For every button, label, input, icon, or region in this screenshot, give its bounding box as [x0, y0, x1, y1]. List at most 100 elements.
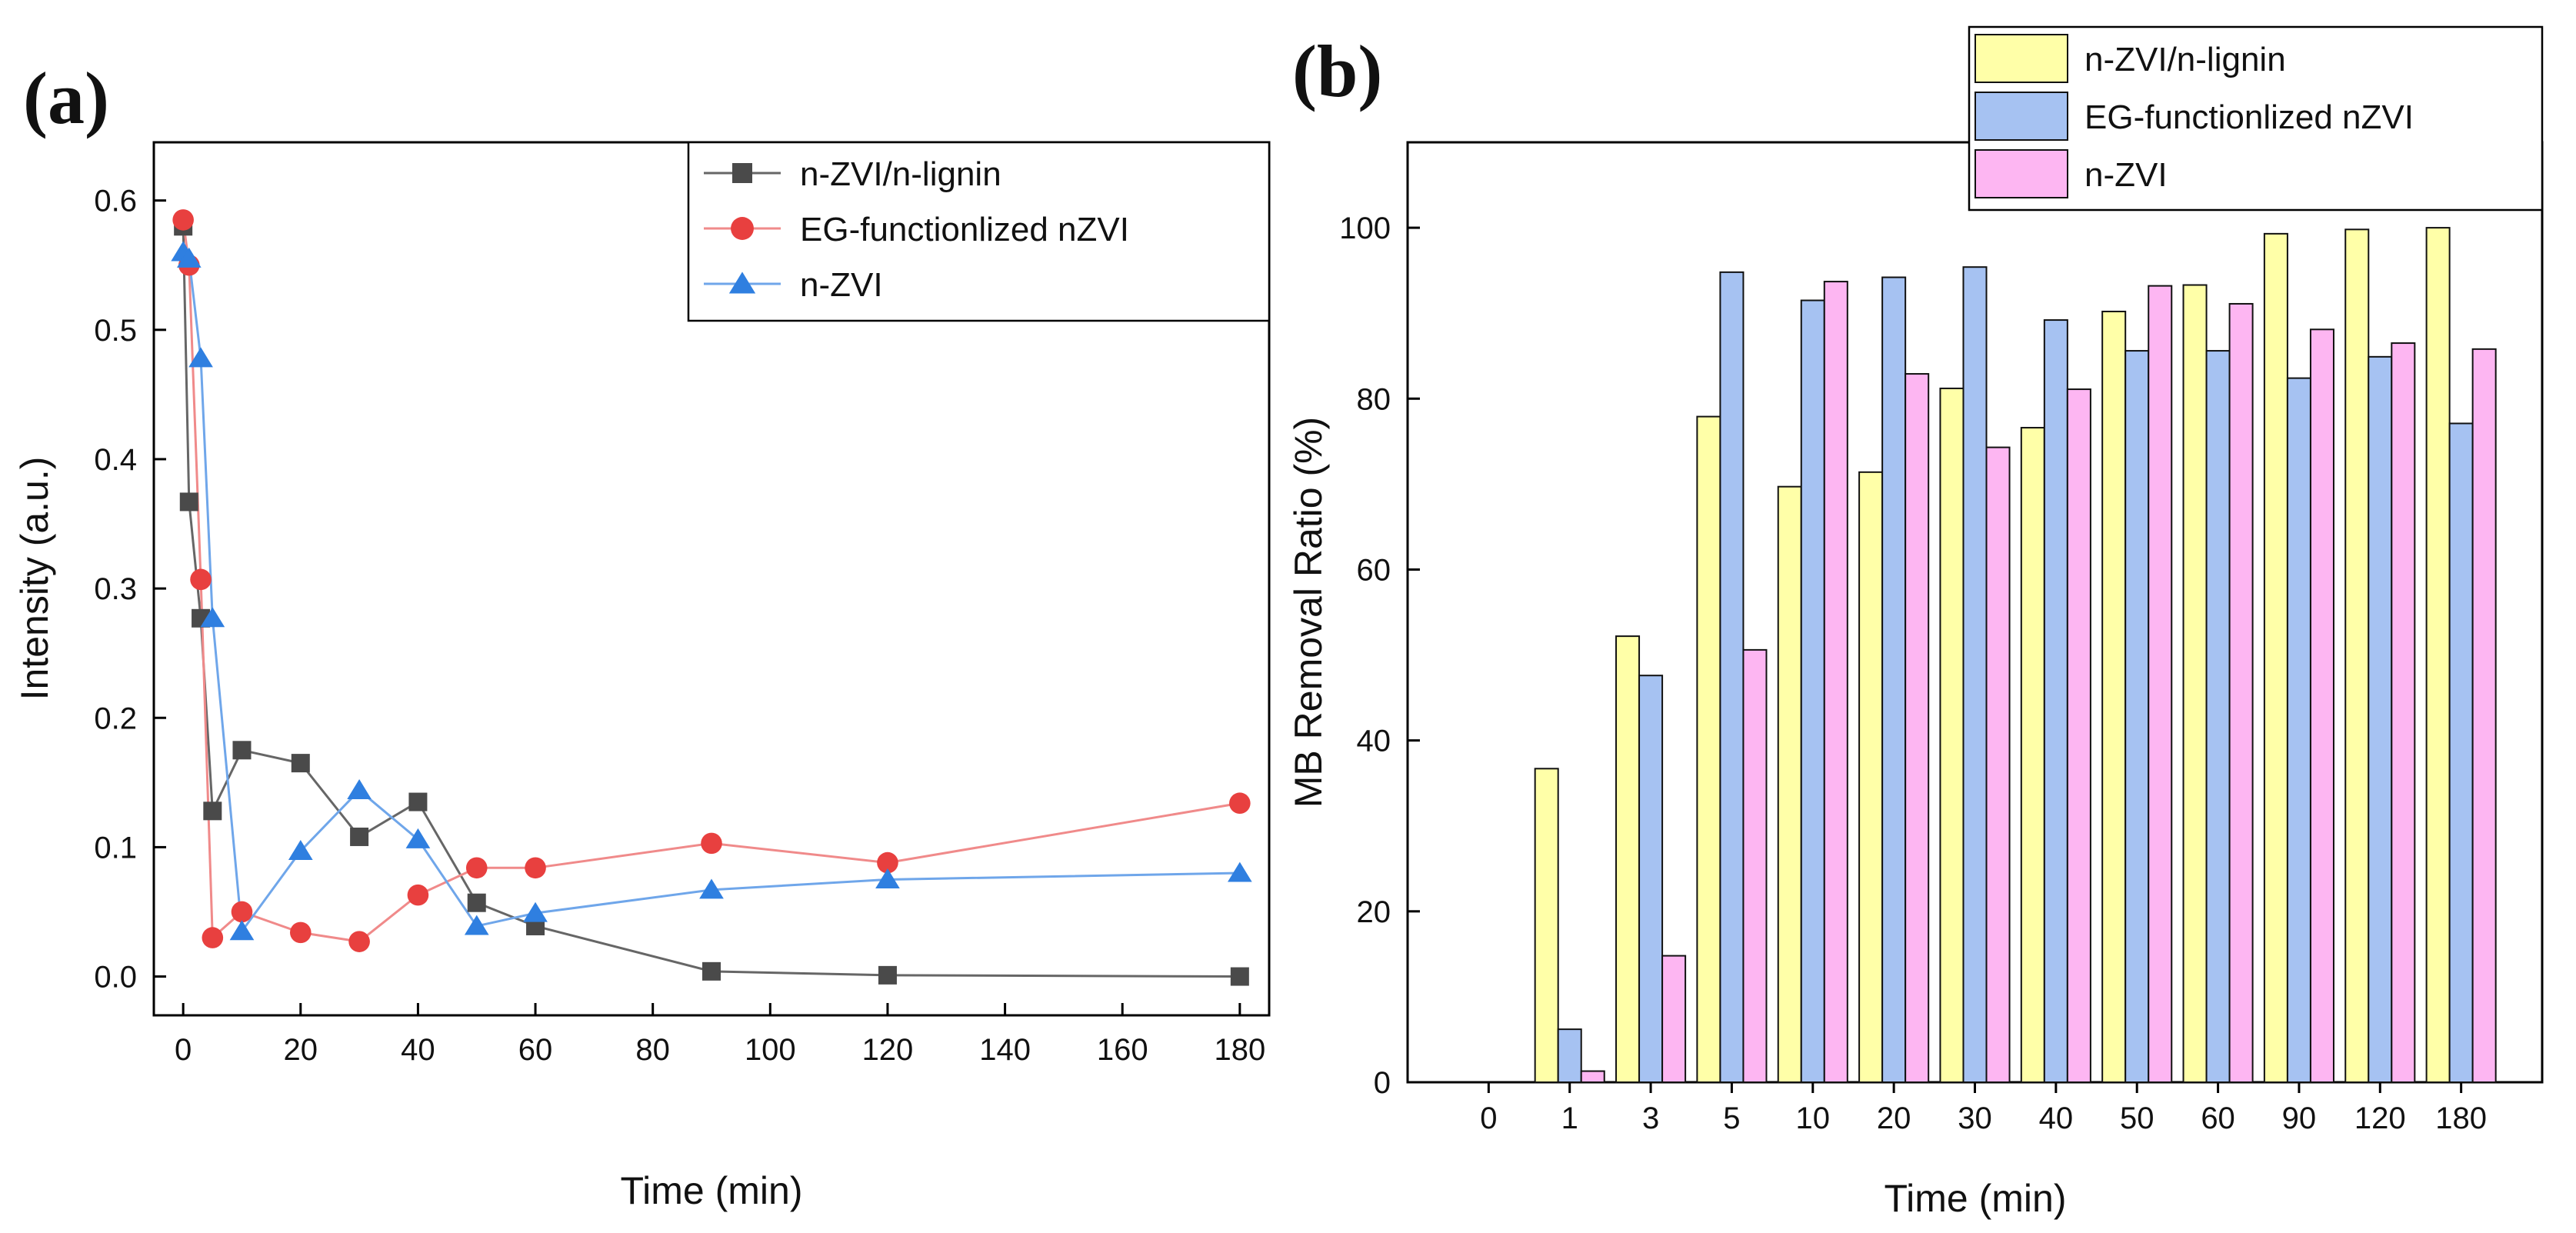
panel-a-point-s2-3 — [200, 607, 225, 628]
panel-b-bar-s2-6 — [1985, 446, 2011, 1083]
panel-b-bar-s0-12 — [2425, 227, 2451, 1083]
panel-b-legend-swatch-0 — [1974, 34, 2068, 83]
panel-a-y-axis-label: Intensity (a.u.) — [13, 457, 56, 701]
panel-a-series-markers — [171, 209, 1252, 986]
panel-b-y-tick-label: 0 — [1374, 1066, 1391, 1100]
panel-a-point-s0-3 — [203, 801, 222, 821]
panel-a-x-tick-label: 180 — [1214, 1033, 1265, 1067]
panel-a-point-s2-1 — [176, 247, 202, 268]
panel-b-x-tick-label: 40 — [2039, 1101, 2074, 1135]
panel-a-point-s0-5 — [291, 754, 310, 773]
panel-a-y-tick-label: 0.5 — [94, 314, 137, 348]
panel-b-x-tick-label: 1 — [1561, 1101, 1578, 1135]
panel-b-y-tick-label: 100 — [1339, 212, 1391, 245]
panel-b-bar-s1-4 — [1800, 299, 1825, 1083]
panel-b-y-tick-label: 60 — [1357, 553, 1391, 587]
panel-b-y-tick-label: 80 — [1357, 382, 1391, 416]
panel-a-point-s1-6 — [348, 931, 370, 952]
panel-b-legend-label-0: n-ZVI/n-lignin — [2084, 41, 2286, 78]
panel-b-bar-s0-1 — [1534, 768, 1559, 1084]
panel-a-point-s2-7 — [405, 828, 431, 848]
panel-a-point-s0-8 — [467, 893, 486, 912]
panel-a-x-tick-label: 120 — [862, 1033, 914, 1067]
panel-a-point-s2-10 — [699, 878, 724, 899]
panel-b-x-tick-label: 20 — [1877, 1101, 1911, 1135]
panel-a-point-s1-0 — [172, 209, 194, 231]
panel-b-x-tick-label: 60 — [2201, 1101, 2235, 1135]
panel-a-y-tick-label: 0.3 — [94, 572, 137, 606]
panel-b-bar-s2-8 — [2148, 285, 2173, 1084]
panel-a-point-s0-12 — [1230, 967, 1249, 986]
panel-a-point-s0-11 — [878, 965, 897, 985]
panel-a-point-s2-12 — [1228, 861, 1252, 882]
panel-b-legend-label-1: EG-functionlized nZVI — [2084, 98, 2414, 136]
panel-a-point-s2-8 — [464, 915, 489, 935]
panel-b-legend: n-ZVI/n-lignin EG-functionlized nZVI n-ZVI — [1968, 25, 2544, 212]
panel-b-bar-s1-9 — [2205, 350, 2231, 1083]
panel-a-point-s2-11 — [875, 868, 900, 888]
panel-b-x-tick-label: 0 — [1480, 1101, 1497, 1135]
panel-b-legend-label-2: n-ZVI — [2084, 156, 2168, 194]
panel-b-bar-s2-12 — [2471, 348, 2497, 1083]
panel-b-bar-s1-7 — [2043, 319, 2068, 1083]
panel-a-point-s1-3 — [202, 927, 224, 948]
panel-a-point-s2-9 — [523, 901, 548, 922]
panel-b-x-tick-label: 3 — [1642, 1101, 1659, 1135]
panel-a-point-s2-5 — [288, 840, 313, 860]
panel-a-y-tick-label: 0.2 — [94, 701, 137, 735]
panel-a-legend-box — [687, 141, 1271, 322]
panel-a-y-tick-label: 0.0 — [94, 961, 137, 995]
panel-a-x-tick-label: 20 — [284, 1033, 318, 1067]
panel-b-bar-s0-11 — [2344, 228, 2370, 1083]
panel-b-bar-s1-5 — [1881, 276, 1907, 1083]
panel-b-bar-s2-11 — [2391, 342, 2416, 1083]
panel-b-bar-s0-4 — [1777, 485, 1802, 1083]
panel-b-bar-s2-7 — [2066, 388, 2091, 1083]
panel-a-x-tick-label: 40 — [401, 1033, 435, 1067]
panel-a-point-s1-2 — [190, 568, 212, 591]
panel-a-x-tick-label: 160 — [1097, 1033, 1148, 1067]
panel-b-x-tick-label: 120 — [2354, 1101, 2406, 1135]
panel-b-x-tick-label: 30 — [1958, 1101, 1992, 1135]
panel-a-point-s2-4 — [229, 920, 255, 941]
panel-b-bar-s0-10 — [2263, 232, 2288, 1083]
panel-b-y-axis-label: MB Removal Ratio (%) — [1287, 417, 1330, 808]
panel-b-label: (b) — [1292, 30, 1382, 112]
panel-a-label: (a) — [23, 57, 109, 139]
panel-b-x-axis-label: Time (min) — [1884, 1177, 2066, 1220]
panel-a-point-s1-9 — [525, 857, 546, 879]
panel-b-bar-s1-11 — [2368, 355, 2393, 1083]
panel-b-bar-s2-9 — [2228, 302, 2254, 1084]
panel-b-x-tick-label: 180 — [2435, 1101, 2487, 1135]
panel-a-point-s0-6 — [350, 827, 369, 846]
panel-b-x-tick-label: 10 — [1796, 1101, 1831, 1135]
panel-a-legend-label-0: n-ZVI/n-lignin — [800, 155, 1001, 193]
panel-a-x-tick-label: 0 — [175, 1033, 192, 1067]
panel-a-point-s1-10 — [701, 832, 722, 855]
panel-a-y-tick-label: 0.1 — [94, 831, 137, 865]
panel-b-bar-s2-2 — [1661, 955, 1687, 1083]
panel-b-bar-s0-3 — [1696, 415, 1721, 1083]
panel-b-bar-s0-7 — [2020, 427, 2045, 1083]
panel-b-bar-s2-10 — [2309, 328, 2334, 1084]
panel-b-bar-s1-12 — [2448, 422, 2474, 1083]
panel-b-bar-s1-10 — [2286, 377, 2311, 1083]
panel-a-line-chart: (a) 0 20 40 60 80 100 120 140 160 180 0.0 0.1 0.2 0.3… — [13, 57, 1271, 1212]
panel-b-bar-s0-2 — [1615, 635, 1641, 1083]
panel-a-x-tick-label: 80 — [635, 1033, 670, 1067]
panel-a-point-s1-5 — [289, 921, 312, 944]
panel-a-legend-marker-2 — [728, 272, 756, 294]
panel-b-legend-swatch-2 — [1974, 149, 2068, 198]
panel-b-bar-s2-1 — [1580, 1070, 1605, 1084]
panel-a-x-tick-label: 140 — [979, 1033, 1031, 1067]
panel-b-bar-s2-5 — [1905, 373, 1930, 1084]
panel-b-x-tick-label: 50 — [2120, 1101, 2154, 1135]
panel-b-bar-s1-2 — [1638, 675, 1664, 1083]
panel-b-bar-s0-6 — [1939, 387, 1964, 1083]
panel-b-bars — [1534, 227, 2497, 1084]
panel-a-point-s1-8 — [465, 857, 488, 879]
panel-a-point-s0-4 — [232, 741, 252, 760]
panel-b-legend-swatch-1 — [1974, 92, 2068, 141]
panel-a-point-s0-7 — [408, 792, 428, 811]
